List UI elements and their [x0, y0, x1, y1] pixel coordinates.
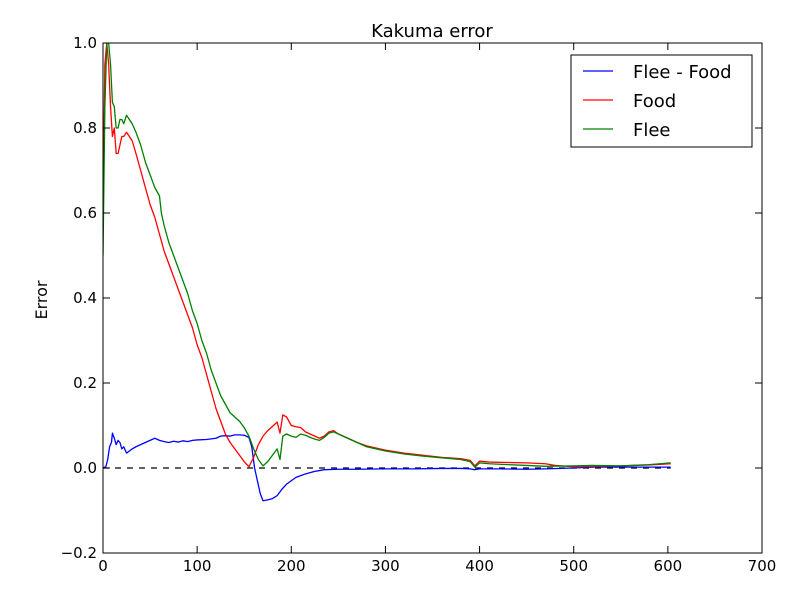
x-tick-label: 700 — [748, 557, 777, 575]
y-tick-label: 0.0 — [73, 459, 97, 477]
plot-area: 0 100 200 300 400 500 600 700 −0.2 0.0 0.2 0.4 0.6 0.… — [61, 34, 777, 575]
x-tick-label: 400 — [465, 557, 494, 575]
series-lines — [103, 43, 671, 502]
y-tick-label: 1.0 — [73, 34, 97, 52]
legend: Flee - Food Food Flee — [570, 54, 753, 148]
y-tick-label: 0.8 — [73, 119, 97, 137]
legend-box — [570, 54, 753, 148]
y-tick-label: 0.4 — [73, 289, 97, 307]
legend-label-food: Food — [633, 91, 676, 112]
x-tick-label: 500 — [559, 557, 588, 575]
series-line-flee — [103, 43, 671, 468]
x-tick-label: 200 — [277, 557, 306, 575]
x-tick-label: 100 — [183, 557, 212, 575]
legend-label-flee: Flee — [633, 120, 671, 141]
legend-label-flee-food: Flee - Food — [633, 62, 732, 83]
y-tick-label: −0.2 — [61, 544, 97, 562]
x-tick-label: 0 — [98, 557, 108, 575]
x-tick-label: 600 — [654, 557, 683, 575]
y-axis-label: Error — [32, 280, 51, 319]
series-line-flee-food — [103, 432, 671, 502]
y-tick-label: 0.2 — [73, 374, 97, 392]
y-tick-label: 0.6 — [73, 204, 97, 222]
chart-title: Kakuma error — [371, 21, 493, 42]
x-tick-label: 300 — [371, 557, 400, 575]
